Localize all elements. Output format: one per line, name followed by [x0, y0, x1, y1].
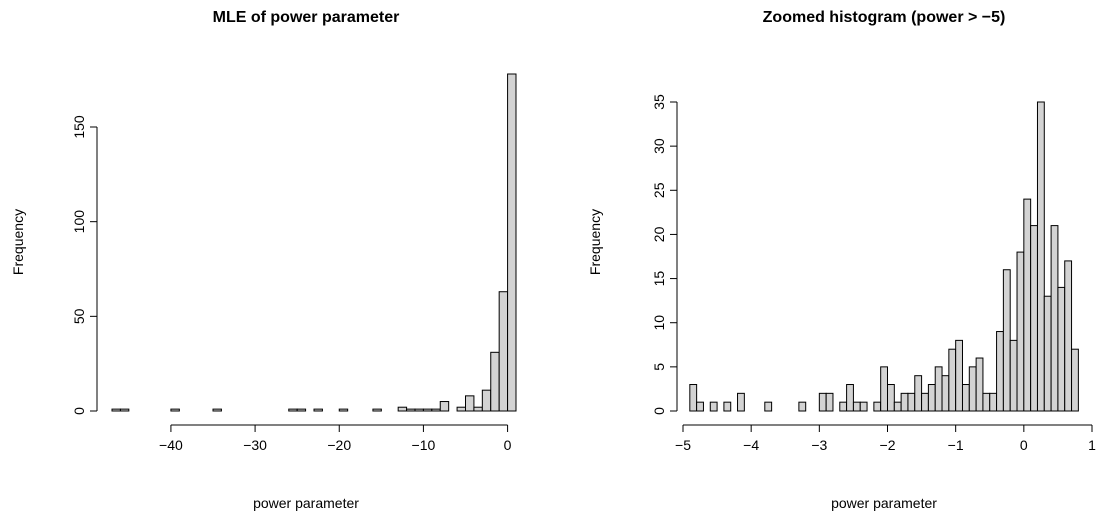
histogram-bar	[296, 408, 307, 412]
x-tick-label: 0	[504, 437, 512, 453]
histogram-bar	[1030, 225, 1038, 412]
histogram-bar	[696, 401, 704, 412]
histogram-bar	[873, 401, 882, 412]
histogram-bar	[818, 392, 827, 412]
histogram-bar	[948, 348, 957, 412]
histogram-bar	[212, 408, 222, 412]
x-tick-label: −3	[811, 437, 827, 453]
histogram-bar	[846, 384, 854, 412]
y-tick-label: 0	[651, 407, 667, 415]
histogram-bar	[689, 384, 698, 412]
histogram-bar	[313, 408, 323, 412]
chart-title: Zoomed histogram (power > −5)	[763, 9, 1006, 26]
histogram-bar	[798, 401, 807, 412]
histogram-bar	[989, 392, 998, 412]
histogram-bar	[900, 392, 909, 412]
y-tick-label: 5	[651, 363, 667, 371]
histogram-bar	[921, 392, 929, 412]
y-tick-label: 15	[651, 271, 667, 287]
y-tick-label: 150	[71, 115, 87, 139]
histogram-bar	[709, 401, 718, 412]
chart-panel-right: Zoomed histogram (power > −5) power para…	[587, 9, 1096, 511]
histogram-bar	[825, 392, 834, 412]
x-tick-label: −10	[412, 437, 436, 453]
histogram-bar	[1043, 295, 1052, 412]
histogram-bar	[406, 408, 416, 412]
histogram-bar	[1050, 225, 1059, 412]
y-tick-label: 20	[651, 226, 667, 242]
y-tick-label: 0	[71, 407, 87, 415]
histogram-bar	[1071, 348, 1079, 412]
chart-panel-left: MLE of power parameter power parameter F…	[10, 9, 517, 511]
histogram-bar	[414, 408, 424, 412]
x-axis-label: power parameter	[253, 495, 359, 511]
chart-title: MLE of power parameter	[213, 9, 400, 26]
histogram-bar	[961, 384, 970, 412]
histogram-bar	[372, 408, 382, 412]
x-tick-label: 1	[1088, 437, 1096, 453]
y-axis-label: Frequency	[10, 209, 26, 275]
x-axis-label: power parameter	[831, 495, 937, 511]
histogram-bar	[473, 406, 483, 412]
y-tick-label: 25	[651, 182, 667, 198]
histogram-bar	[1023, 198, 1032, 412]
histogram-bar	[1057, 286, 1066, 412]
histogram-bar	[968, 366, 977, 412]
y-axis-label: Frequency	[587, 209, 603, 275]
y-tick-label: 50	[71, 308, 87, 324]
histogram-bar	[914, 375, 923, 412]
histogram-bar	[490, 351, 500, 412]
histogram-bar	[456, 406, 466, 412]
x-tick-label: −40	[159, 437, 183, 453]
histogram-bar	[737, 392, 745, 412]
histogram-bar	[338, 408, 349, 412]
histogram-bar	[481, 389, 492, 412]
y-tick-label: 30	[651, 138, 667, 154]
x-tick-label: −2	[880, 437, 896, 453]
x-tick-label: −5	[675, 437, 691, 453]
x-tick-label: −4	[743, 437, 759, 453]
histogram-bar	[941, 375, 950, 412]
histogram-bar	[439, 401, 450, 412]
y-tick-label: 10	[651, 315, 667, 331]
histogram-bar	[982, 392, 991, 412]
y-tick-label: 35	[651, 94, 667, 110]
histogram-bar	[839, 401, 848, 412]
x-tick-label: −1	[948, 437, 964, 453]
x-tick-label: 0	[1020, 437, 1028, 453]
histogram-bar	[288, 408, 298, 412]
histogram-bar	[955, 339, 963, 412]
histogram-bar	[996, 331, 1004, 412]
histogram-bar	[934, 366, 943, 412]
histogram-bar	[397, 406, 408, 412]
histogram-bar	[880, 366, 888, 412]
histogram-bar	[723, 401, 732, 412]
histogram-bar	[859, 401, 868, 412]
histogram-bar	[893, 401, 902, 412]
histogram-bar	[975, 357, 984, 412]
histogram-bar	[852, 401, 861, 412]
histogram-bar	[465, 395, 475, 412]
histogram-bar	[111, 408, 121, 412]
histogram-bar	[498, 291, 509, 412]
y-tick-label: 100	[71, 210, 87, 234]
histogram-bar	[1036, 101, 1045, 412]
histogram-bar	[1009, 339, 1018, 412]
histogram-bar	[170, 408, 180, 412]
histogram-bar	[1016, 251, 1025, 412]
x-tick-label: −30	[243, 437, 267, 453]
histogram-bar	[119, 408, 130, 412]
histogram-bar	[907, 392, 916, 412]
histogram-bar	[887, 384, 895, 412]
histogram-bar	[422, 408, 433, 412]
histogram-bar	[1002, 269, 1011, 412]
histogram-bar	[764, 401, 773, 412]
histogram-bar	[927, 384, 936, 412]
x-tick-label: −20	[327, 437, 351, 453]
histogram-bar	[507, 73, 517, 412]
histogram-bar	[431, 408, 441, 412]
histogram-bar	[1064, 260, 1073, 412]
